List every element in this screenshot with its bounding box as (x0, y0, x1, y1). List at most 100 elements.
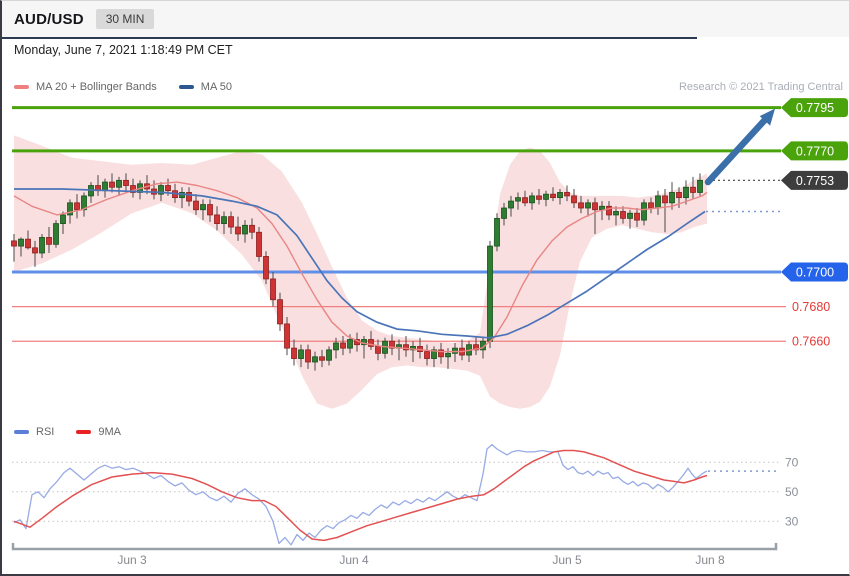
candle-bearish (620, 211, 626, 219)
candle-bearish (424, 351, 430, 359)
candle-bullish (312, 356, 318, 363)
candle-bullish (487, 245, 493, 342)
header-divider (2, 37, 697, 39)
candle-bullish (557, 192, 563, 199)
price-level-0.7795: 0.7795 (12, 98, 848, 118)
candle-bearish (662, 195, 668, 204)
candle-bearish (249, 224, 255, 233)
price-tag-0.7753 (781, 170, 848, 190)
rsi-panel-legend: RSI 9MA (14, 426, 121, 438)
candle-bearish (277, 299, 283, 325)
candle-bearish (123, 179, 129, 186)
candle-bullish (585, 202, 591, 209)
candle-bullish (627, 212, 633, 219)
candle-bearish (634, 212, 640, 221)
projection-arrow-shaft (704, 116, 769, 186)
price-tag-0.7795 (781, 98, 848, 118)
candlestick-series (11, 173, 703, 371)
candle-bullish (102, 181, 108, 192)
candle-bearish (389, 340, 395, 349)
candle-bearish (690, 186, 696, 193)
candle-bearish (193, 200, 199, 211)
candle-bullish (641, 202, 647, 221)
rsi-tick-label-30: 30 (785, 514, 799, 528)
price-tag-label: 0.7753 (796, 174, 834, 188)
price-level-0.7753: 0.7753 (708, 170, 848, 190)
candle-bullish (53, 223, 59, 245)
candle-bearish (564, 192, 570, 197)
ma50-line (14, 188, 706, 339)
candle-bullish (445, 352, 451, 358)
rsi-indicator-canvas: 70 50 30 Jun 3 Jun 4 Jun 5 Jun 8 (11, 443, 799, 567)
candle-bearish (284, 323, 290, 349)
candle-bearish (46, 237, 52, 245)
candle-bullish (81, 195, 87, 211)
chart-header: AUD/USD 30 MIN (2, 1, 849, 37)
x-axis-label-jun-5: Jun 5 (552, 553, 582, 567)
x-axis-label-jun-3: Jun 3 (117, 553, 147, 567)
candle-bullish (158, 185, 164, 195)
candle-bearish (592, 202, 598, 211)
legend-item-9ma: 9MA (76, 426, 121, 438)
candle-bearish (375, 346, 381, 354)
candle-bullish (326, 349, 332, 361)
price-level-label: 0.7680 (792, 300, 830, 314)
candle-bullish (515, 197, 521, 202)
legend-item-ma50: MA 50 (178, 81, 232, 93)
rsi-line (13, 443, 708, 546)
candle-bearish (340, 342, 346, 349)
price-tag-0.7770 (781, 141, 848, 161)
candle-bullish (508, 200, 514, 209)
candle-bearish (305, 349, 311, 363)
x-axis-label-jun-4: Jun 4 (339, 553, 369, 567)
candle-bearish (186, 192, 192, 202)
candle-bullish (613, 211, 619, 216)
price-level-label: 0.7660 (792, 335, 830, 349)
legend-item-rsi: RSI (14, 426, 54, 438)
rsi-tick-label-50: 50 (785, 485, 799, 499)
legend-label-9ma: 9MA (98, 426, 121, 438)
candle-bullish (67, 202, 73, 216)
candle-bearish (319, 356, 325, 361)
candle-bearish (74, 202, 80, 211)
candle-bearish (368, 339, 374, 347)
candle-bullish (494, 217, 500, 247)
candle-bullish (669, 192, 675, 204)
rsi-tick-label-70: 70 (785, 455, 799, 469)
candle-bearish (165, 185, 171, 192)
candle-bullish (410, 346, 416, 351)
candle-bearish (214, 214, 220, 224)
candle-bearish (403, 344, 409, 351)
timeframe-badge: 30 MIN (95, 9, 155, 29)
price-tag-0.7700 (781, 262, 848, 282)
candle-bearish (11, 240, 17, 247)
ma50-swatch-icon (178, 85, 194, 89)
projection-arrow-head-icon (759, 108, 775, 126)
candle-bearish (235, 226, 241, 235)
candle-bullish (333, 342, 339, 351)
candle-bearish (109, 181, 115, 188)
price-tag-label: 0.7770 (796, 144, 834, 158)
legend-label-ma20-bollinger: MA 20 + Bollinger Bands (36, 81, 157, 93)
candle-bullish (347, 339, 353, 349)
candle-bullish (452, 347, 458, 354)
x-axis-label-jun-8: Jun 8 (695, 553, 725, 567)
price-level-0.7680: 0.7680 (12, 300, 830, 314)
price-tag-label: 0.7700 (796, 266, 834, 280)
legend-label-ma50: MA 50 (200, 81, 232, 93)
ma20-bollinger-swatch-icon (14, 85, 29, 89)
candle-bearish (578, 202, 584, 209)
candle-bullish (242, 224, 248, 235)
candle-bearish (228, 216, 234, 228)
bollinger-band-area (14, 135, 707, 409)
candle-bullish (529, 195, 535, 204)
candle-bearish (473, 344, 479, 351)
legend-item-ma20-bollinger: MA 20 + Bollinger Bands (14, 81, 157, 93)
price-level-0.7700: 0.7700 (12, 262, 848, 282)
candle-bullish (683, 186, 689, 199)
price-level-0.7770: 0.7770 (12, 141, 848, 161)
candle-bullish (18, 238, 24, 247)
candle-bullish (298, 349, 304, 359)
candle-bearish (606, 205, 612, 216)
